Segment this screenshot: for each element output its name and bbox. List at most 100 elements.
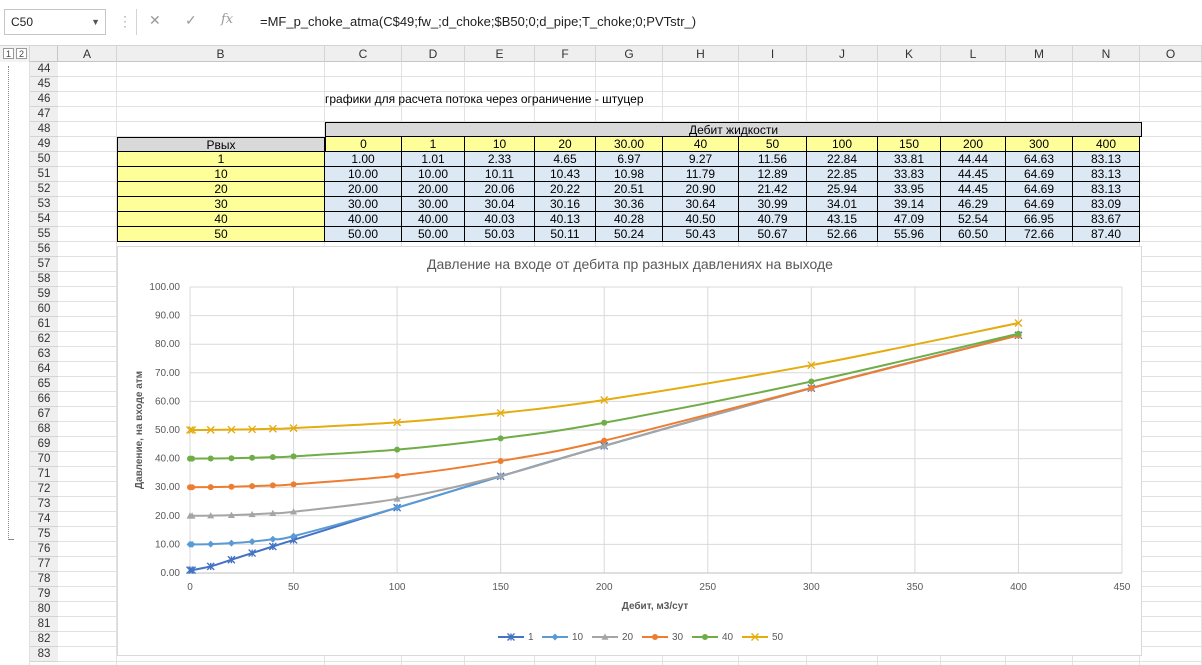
data-point[interactable] bbox=[248, 425, 257, 434]
data-point[interactable] bbox=[228, 455, 235, 462]
data-point[interactable] bbox=[551, 633, 559, 641]
value-cell[interactable]: 50.00 bbox=[402, 227, 465, 242]
outline-level-2-button[interactable]: 2 bbox=[16, 48, 27, 59]
column-header-j[interactable]: J bbox=[807, 46, 878, 62]
rate-header-cell[interactable]: 100 bbox=[807, 137, 878, 152]
series-line[interactable] bbox=[188, 322, 1019, 432]
data-point[interactable] bbox=[249, 483, 256, 490]
value-cell[interactable]: 50.11 bbox=[535, 227, 596, 242]
data-point[interactable] bbox=[207, 540, 215, 548]
row-header[interactable]: 82 bbox=[30, 632, 58, 647]
select-all-corner[interactable] bbox=[30, 46, 58, 62]
column-header-f[interactable]: F bbox=[535, 46, 596, 62]
row-header[interactable]: 81 bbox=[30, 617, 58, 632]
value-cell[interactable]: 40.13 bbox=[535, 212, 596, 227]
value-cell[interactable]: 55.96 bbox=[878, 227, 941, 242]
chevron-down-icon[interactable]: ▼ bbox=[91, 17, 100, 27]
row-header[interactable]: 72 bbox=[30, 482, 58, 497]
data-point[interactable] bbox=[248, 549, 257, 558]
value-cell[interactable]: 30.00 bbox=[402, 197, 465, 212]
value-cell[interactable]: 40.28 bbox=[596, 212, 663, 227]
data-point[interactable] bbox=[290, 453, 297, 460]
data-point[interactable] bbox=[188, 540, 196, 548]
data-point[interactable] bbox=[1015, 330, 1022, 337]
data-point[interactable] bbox=[652, 634, 658, 640]
data-point[interactable] bbox=[601, 633, 609, 640]
chart-area[interactable]: Давление на входе от дебита пр разных да… bbox=[117, 246, 1142, 656]
data-point[interactable] bbox=[188, 566, 197, 575]
row-header[interactable]: 80 bbox=[30, 602, 58, 617]
rate-header-cell[interactable]: 30.00 bbox=[596, 137, 663, 152]
row-header[interactable]: 61 bbox=[30, 317, 58, 332]
value-cell[interactable]: 30.99 bbox=[739, 197, 807, 212]
value-cell[interactable]: 30.64 bbox=[663, 197, 739, 212]
data-point[interactable] bbox=[227, 425, 236, 434]
row-header[interactable]: 68 bbox=[30, 422, 58, 437]
rate-header-cell[interactable]: 150 bbox=[878, 137, 941, 152]
value-cell[interactable]: 11.56 bbox=[739, 152, 807, 167]
column-header-g[interactable]: G bbox=[596, 46, 663, 62]
data-point[interactable] bbox=[290, 481, 297, 488]
data-point[interactable] bbox=[393, 418, 402, 427]
row-header[interactable]: 44 bbox=[30, 62, 58, 77]
data-point[interactable] bbox=[702, 634, 708, 640]
data-point[interactable] bbox=[394, 446, 401, 453]
name-box[interactable]: C50 ▼ bbox=[4, 9, 106, 35]
sheet-caption[interactable]: графики для расчета потока через огранич… bbox=[325, 92, 644, 106]
column-header-l[interactable]: L bbox=[941, 46, 1006, 62]
value-cell[interactable]: 22.85 bbox=[807, 167, 878, 182]
value-cell[interactable]: 21.42 bbox=[739, 182, 807, 197]
data-point[interactable] bbox=[268, 542, 277, 551]
row-header[interactable]: 78 bbox=[30, 572, 58, 587]
rate-header-cell[interactable]: 300 bbox=[1006, 137, 1073, 152]
row-header[interactable]: 64 bbox=[30, 362, 58, 377]
row-header[interactable]: 47 bbox=[30, 107, 58, 122]
data-point[interactable] bbox=[186, 426, 194, 434]
value-cell[interactable]: 10.00 bbox=[402, 167, 465, 182]
value-cell[interactable]: 30.36 bbox=[596, 197, 663, 212]
data-point[interactable] bbox=[600, 442, 608, 449]
value-cell[interactable]: 33.95 bbox=[878, 182, 941, 197]
value-cell[interactable]: 6.97 bbox=[596, 152, 663, 167]
data-point[interactable] bbox=[497, 458, 504, 465]
value-cell[interactable]: 64.69 bbox=[1006, 182, 1073, 197]
data-point[interactable] bbox=[206, 562, 215, 571]
value-cell[interactable]: 44.45 bbox=[941, 182, 1006, 197]
column-header-h[interactable]: H bbox=[663, 46, 739, 62]
data-point[interactable] bbox=[807, 361, 816, 370]
row-header[interactable]: 45 bbox=[30, 77, 58, 92]
data-point[interactable] bbox=[207, 512, 215, 519]
row-header[interactable]: 76 bbox=[30, 542, 58, 557]
value-cell[interactable]: 87.40 bbox=[1073, 227, 1140, 242]
value-cell[interactable]: 64.69 bbox=[1006, 197, 1073, 212]
value-cell[interactable]: 46.29 bbox=[941, 197, 1006, 212]
data-point[interactable] bbox=[808, 378, 815, 385]
value-cell[interactable]: 40.50 bbox=[663, 212, 739, 227]
rate-header-cell[interactable]: 0 bbox=[325, 137, 402, 152]
row-header-label-pout[interactable]: Рвых bbox=[117, 137, 325, 152]
value-cell[interactable]: 50.43 bbox=[663, 227, 739, 242]
data-point[interactable] bbox=[248, 510, 256, 518]
row-header[interactable]: 69 bbox=[30, 437, 58, 452]
rate-header-cell[interactable]: 1 bbox=[402, 137, 465, 152]
column-header-b[interactable]: B bbox=[117, 46, 325, 62]
pressure-cell[interactable]: 40 bbox=[117, 212, 325, 227]
data-point[interactable] bbox=[808, 384, 815, 391]
row-header[interactable]: 65 bbox=[30, 377, 58, 392]
data-point[interactable] bbox=[496, 408, 505, 417]
value-cell[interactable]: 40.00 bbox=[402, 212, 465, 227]
row-header[interactable]: 49 bbox=[30, 137, 58, 152]
data-point[interactable] bbox=[249, 454, 256, 461]
value-cell[interactable]: 83.13 bbox=[1073, 152, 1140, 167]
data-point[interactable] bbox=[289, 424, 298, 433]
value-cell[interactable]: 47.09 bbox=[878, 212, 941, 227]
value-cell[interactable]: 25.94 bbox=[807, 182, 878, 197]
column-header-d[interactable]: D bbox=[402, 46, 465, 62]
legend-item-40[interactable]: 40 bbox=[692, 632, 734, 643]
row-header[interactable]: 74 bbox=[30, 512, 58, 527]
value-cell[interactable]: 22.84 bbox=[807, 152, 878, 167]
value-cell[interactable]: 83.13 bbox=[1073, 182, 1140, 197]
value-cell[interactable]: 83.13 bbox=[1073, 167, 1140, 182]
data-point[interactable] bbox=[497, 472, 505, 479]
data-point[interactable] bbox=[290, 532, 298, 540]
